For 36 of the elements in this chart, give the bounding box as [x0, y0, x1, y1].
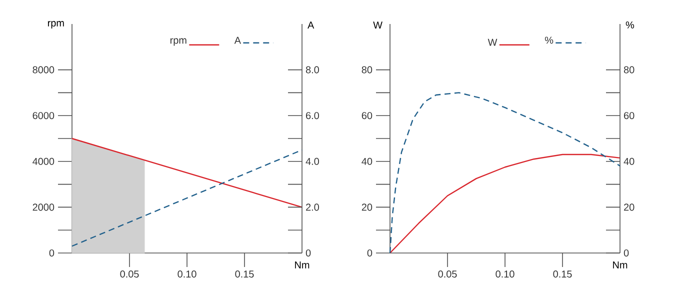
- x-axis-title: Nm: [295, 262, 310, 268]
- x-tick-label: 0.05: [120, 270, 139, 278]
- y-tick-label: 20: [362, 204, 372, 211]
- y2-tick-label: 8.0: [306, 66, 319, 74]
- y-tick-label: 0: [367, 249, 372, 257]
- legend-label: W: [488, 38, 498, 46]
- y2-tick-label: 40: [624, 158, 634, 165]
- y2-tick-label: 4.0: [306, 158, 319, 165]
- y-axis-title: W: [373, 22, 382, 28]
- legend-label: A: [234, 36, 241, 44]
- y-tick-label: 6000: [32, 112, 54, 120]
- y-axis-title: rpm: [48, 21, 64, 28]
- y2-axis-title: %: [626, 21, 634, 28]
- y2-tick-label: 20: [624, 204, 634, 211]
- y-tick-label: 8000: [32, 66, 54, 74]
- y2-tick-label: 60: [624, 112, 634, 120]
- x-tick-label: 0.15: [553, 270, 572, 278]
- x-tick-label: 0.10: [496, 270, 514, 278]
- x-axis-title: Nm: [613, 262, 628, 268]
- legend-label: rpm: [170, 38, 186, 46]
- x-tick-label: 0.05: [438, 270, 457, 278]
- y-tick-label: 4000: [32, 158, 54, 165]
- y2-axis-title: A: [308, 22, 314, 28]
- y2-tick-label: 2.0: [306, 204, 319, 211]
- x-tick-label: 0.10: [178, 270, 196, 278]
- y2-tick-label: 0: [306, 249, 311, 257]
- y2-tick-label: 6.0: [306, 112, 319, 120]
- legend-label: %: [544, 36, 554, 44]
- y-tick-label: 80: [362, 66, 372, 74]
- y-tick-label: 40: [362, 158, 372, 165]
- x-tick-label: 0.15: [235, 270, 254, 278]
- y2-tick-label: 80: [624, 66, 634, 74]
- y-tick-label: 60: [362, 112, 372, 120]
- y-tick-label: 0: [49, 249, 54, 257]
- y2-tick-label: 0: [624, 249, 629, 257]
- y-tick-label: 2000: [32, 204, 54, 211]
